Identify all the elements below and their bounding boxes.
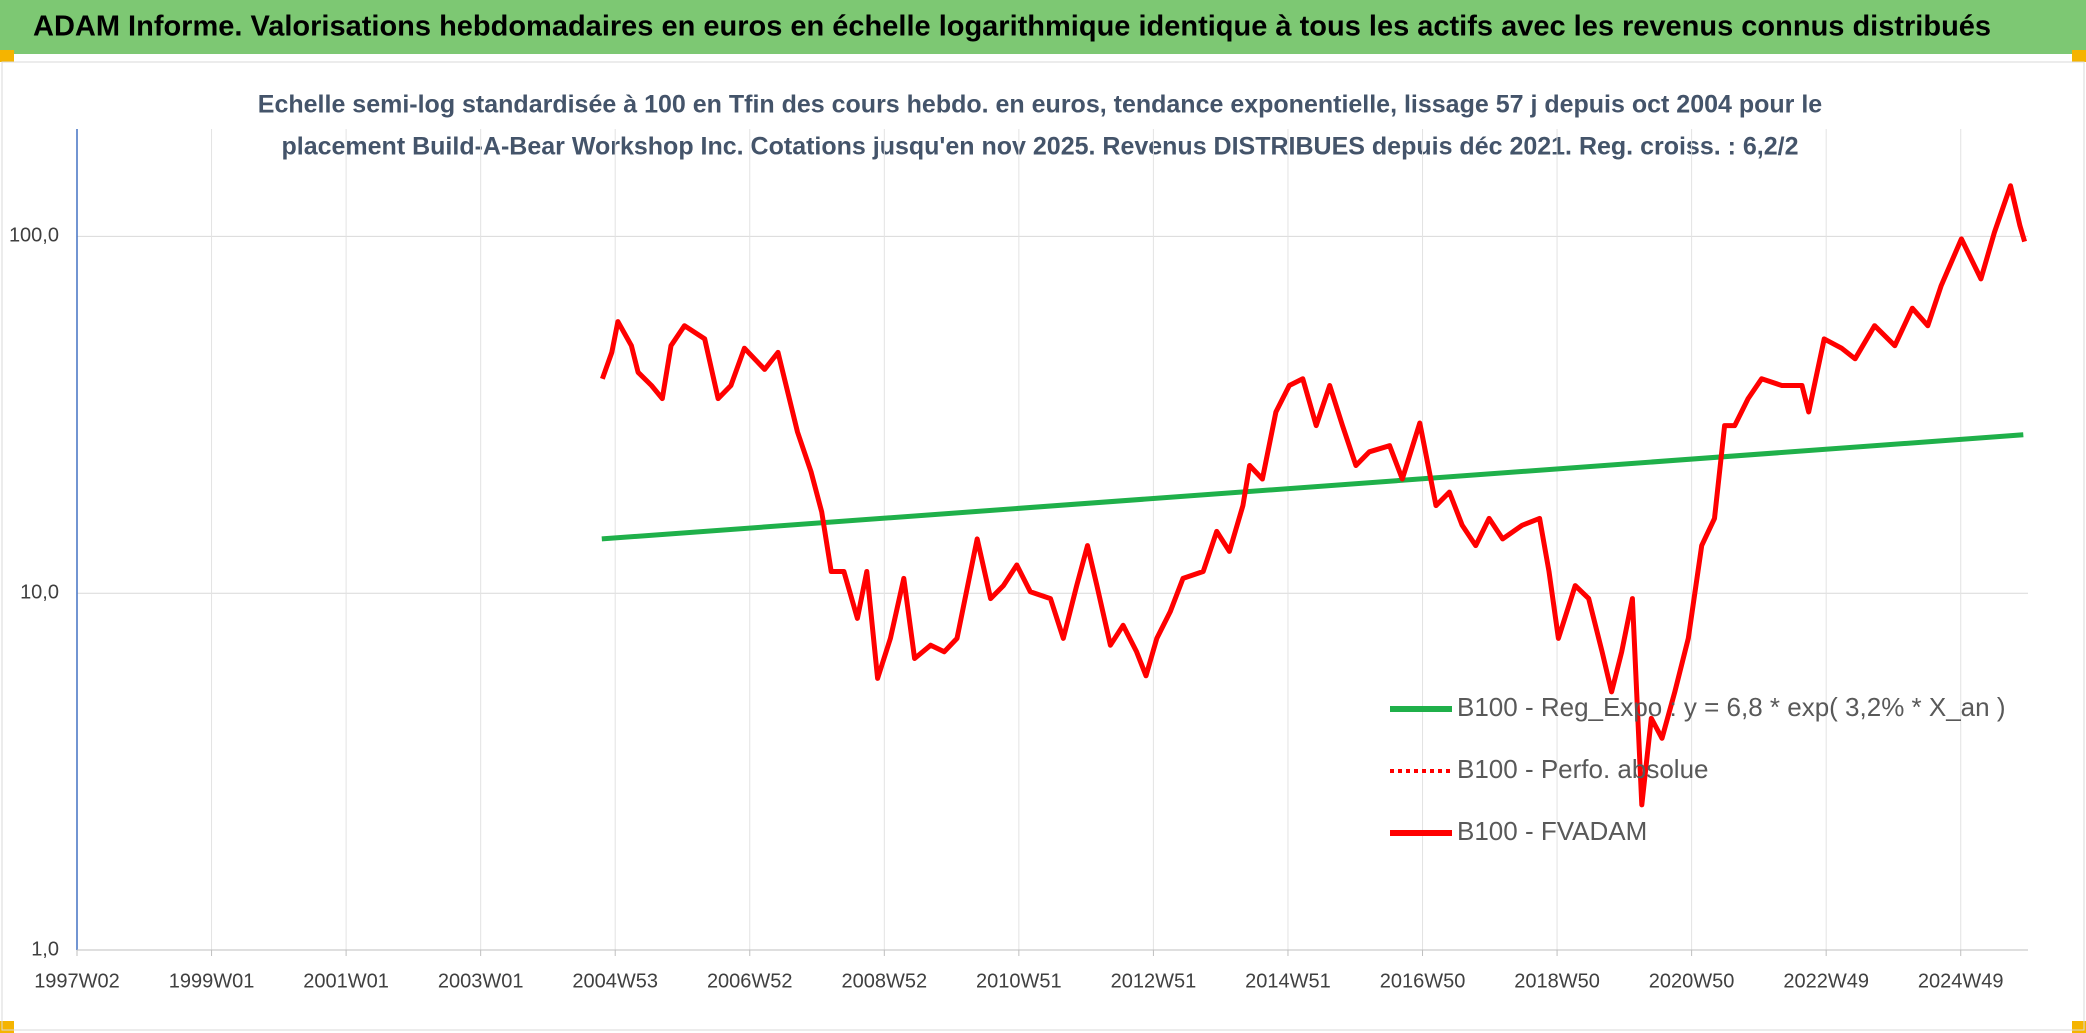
y-tick-label: 100,0 — [9, 225, 59, 247]
legend-label: B100 - Perfo. absolue — [1457, 754, 1709, 784]
chart-title: placement Build-A-Bear Workshop Inc. Cot… — [282, 133, 1799, 161]
banner — [0, 0, 2086, 54]
x-tick-label: 2003W01 — [438, 970, 524, 992]
x-tick-label: 2004W53 — [572, 970, 658, 992]
header-title: ADAM Informe. Valorisations hebdomadaire… — [33, 11, 1991, 43]
series-line — [601, 432, 2024, 542]
x-tick-label: 1999W01 — [169, 970, 255, 992]
legend-label: B100 - FVADAM — [1457, 816, 1647, 846]
x-tick-label: 2020W50 — [1649, 970, 1735, 992]
x-tick-label: 2012W51 — [1111, 970, 1197, 992]
x-tick-label: 2014W51 — [1245, 970, 1331, 992]
corner — [0, 50, 14, 62]
y-tick-label: 1,0 — [31, 938, 59, 960]
x-tick-label: 2006W52 — [707, 970, 793, 992]
x-tick-label: 2016W50 — [1380, 970, 1466, 992]
series-line — [600, 183, 2027, 808]
x-tick-label: 2024W49 — [1918, 970, 2004, 992]
x-tick-label: 2001W01 — [303, 970, 389, 992]
chart-border — [1, 61, 2085, 1031]
y-tick-label: 10,0 — [20, 581, 59, 603]
x-tick-label: 2008W52 — [841, 970, 927, 992]
legend-label: B100 - Reg_Expo : y = 6,8 * exp( 3,2% * … — [1457, 692, 2006, 722]
corner — [2072, 50, 2086, 62]
x-tick-label: 2010W51 — [976, 970, 1062, 992]
chart-title: Echelle semi-log standardisée à 100 en T… — [258, 91, 1823, 119]
x-tick-label: 2018W50 — [1514, 970, 1600, 992]
x-tick-label: 2022W49 — [1783, 970, 1869, 992]
x-tick-label: 1997W02 — [34, 970, 120, 992]
